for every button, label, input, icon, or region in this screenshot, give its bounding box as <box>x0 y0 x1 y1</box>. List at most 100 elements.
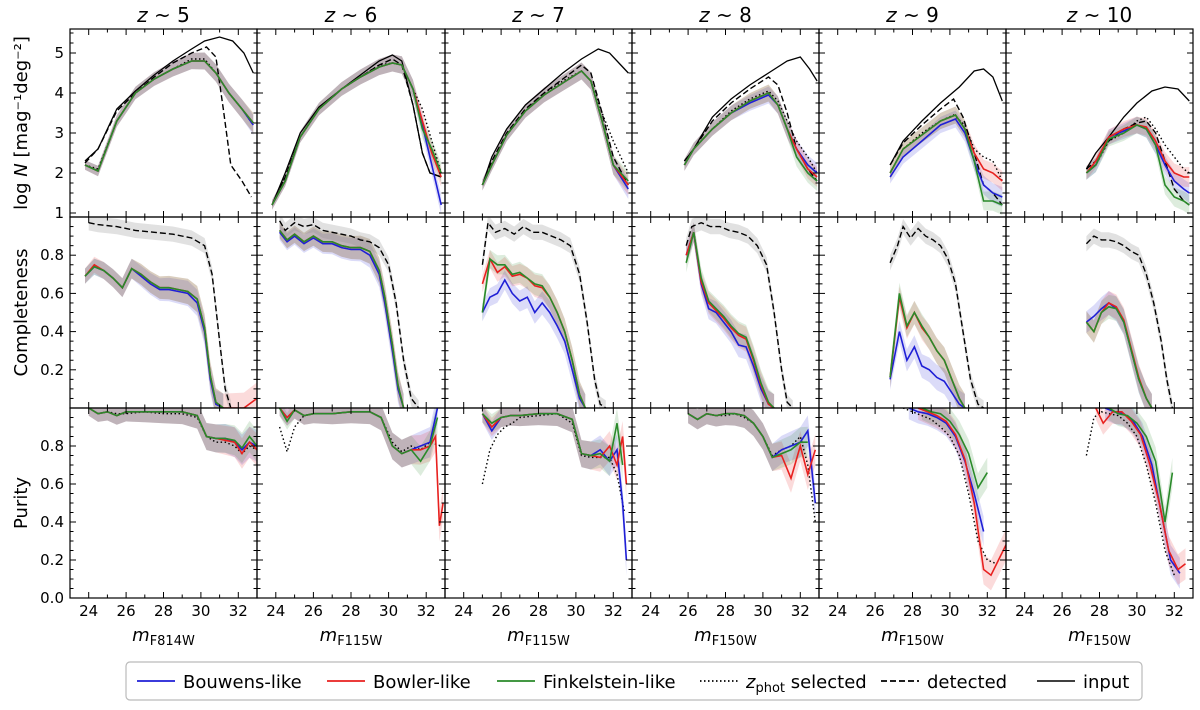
x-tick-label: 24 <box>1015 602 1034 620</box>
green-band <box>85 52 254 177</box>
blue-band <box>279 408 438 468</box>
finkelstein-line <box>1108 408 1174 523</box>
x-tick-label: 32 <box>229 602 248 620</box>
red-band <box>482 249 586 408</box>
column-title: z ~ 10 <box>1066 3 1132 27</box>
finkelstein-line <box>84 60 254 173</box>
x-title-part: m <box>507 625 525 646</box>
panel-completeness-1 <box>84 217 257 408</box>
column-title: z ~ 7 <box>511 3 565 27</box>
panel-completeness-4 <box>685 217 794 408</box>
column-title-part: z <box>885 3 897 27</box>
legend-label-2: Bowler-like <box>373 672 471 693</box>
x-tick-label: 26 <box>679 602 698 620</box>
legend-label-part: z <box>745 672 756 693</box>
panel-completeness-2 <box>278 217 420 408</box>
red-band <box>85 256 257 408</box>
input-line <box>1085 86 1190 170</box>
x-tick-label: 26 <box>492 602 511 620</box>
panel-completeness-3 <box>481 217 607 408</box>
green-band <box>85 258 224 408</box>
column-title-part: z <box>698 3 710 27</box>
panel-logN-2 <box>271 54 442 215</box>
panel-logN-3 <box>481 48 629 199</box>
ticks <box>818 29 1007 217</box>
bouwens-line <box>889 118 1003 198</box>
x-tick-label: 30 <box>191 602 210 620</box>
green-band <box>482 249 586 408</box>
green-band <box>88 408 257 464</box>
detected-line <box>1085 235 1174 408</box>
panel-purity-5 <box>902 408 1006 591</box>
detected-band <box>890 218 984 408</box>
x-tick-label: 24 <box>454 602 473 620</box>
column-title-part: ~ 9 <box>897 3 939 27</box>
y-axis-title: Completeness <box>11 249 32 377</box>
finkelstein-line <box>271 62 442 206</box>
legend-label-3: Finkelstein-like <box>543 672 676 693</box>
bouwens-line <box>908 408 985 532</box>
detected-line <box>88 222 232 408</box>
finkelstein-line <box>481 69 629 186</box>
panel-logN-4 <box>683 56 818 191</box>
finkelstein-line <box>921 408 988 490</box>
finkelstein-line <box>687 412 808 459</box>
blue-band <box>890 110 1003 207</box>
legend-label-1: Bouwens-like <box>183 672 302 693</box>
panel-completeness-6 <box>1085 228 1174 408</box>
x-title-part: m <box>881 625 899 646</box>
x-tick-label: 30 <box>379 602 398 620</box>
blue-band <box>272 54 442 215</box>
x-tick-label: 32 <box>791 602 810 620</box>
finkelstein-line <box>889 293 966 408</box>
blue-band <box>85 52 254 177</box>
column-title-part: z <box>1066 3 1078 27</box>
detected-band <box>482 217 606 408</box>
y-tick-label: 2 <box>54 164 64 182</box>
input-line <box>271 54 442 206</box>
column-title-part: ~ 5 <box>148 3 190 27</box>
legend-label-5: detected <box>927 672 1007 693</box>
x-tick-label: 24 <box>79 602 98 620</box>
x-tick-label: 32 <box>604 602 623 620</box>
x-axis-title: mF115W <box>507 625 570 649</box>
x-tick-label: 30 <box>566 602 585 620</box>
y-axis-title: Purity <box>11 477 32 529</box>
x-tick-label: 32 <box>978 602 997 620</box>
column-title: z ~ 6 <box>324 3 378 27</box>
blue-band <box>88 408 257 465</box>
panel-logN-1 <box>84 36 254 198</box>
bowler-line <box>1095 408 1186 571</box>
green-band <box>890 282 965 408</box>
finkelstein-line <box>1085 305 1153 408</box>
detected-band <box>686 217 793 408</box>
input-line <box>481 48 629 186</box>
bowler-line <box>1085 124 1190 178</box>
red-band <box>85 52 254 177</box>
legend-label-part: selected <box>785 672 867 693</box>
bouwens-line <box>889 331 966 408</box>
green-band <box>1086 116 1190 215</box>
green-band <box>890 106 1003 215</box>
column-title-part: z <box>136 3 148 27</box>
x-title-part: F150W <box>712 634 757 649</box>
zphot-line <box>88 408 257 455</box>
finkelstein-line <box>278 408 439 463</box>
x-tick-label: 32 <box>417 602 436 620</box>
red-band <box>890 286 965 408</box>
ticks <box>69 216 258 409</box>
x-axis-title: mF150W <box>694 625 757 649</box>
blue-band <box>482 62 629 199</box>
x-tick-label: 28 <box>903 602 922 620</box>
green-band <box>1086 294 1152 408</box>
blue-band <box>890 320 965 408</box>
y-tick-label: 0.6 <box>40 475 64 493</box>
finkelstein-line <box>683 92 818 182</box>
ticks <box>444 407 633 599</box>
column-title-part: ~ 10 <box>1077 3 1132 27</box>
red-band <box>688 408 816 493</box>
y-tick-label: 0.2 <box>40 551 64 569</box>
y-title-part: N <box>11 163 32 176</box>
panel-purity-3 <box>481 408 628 576</box>
